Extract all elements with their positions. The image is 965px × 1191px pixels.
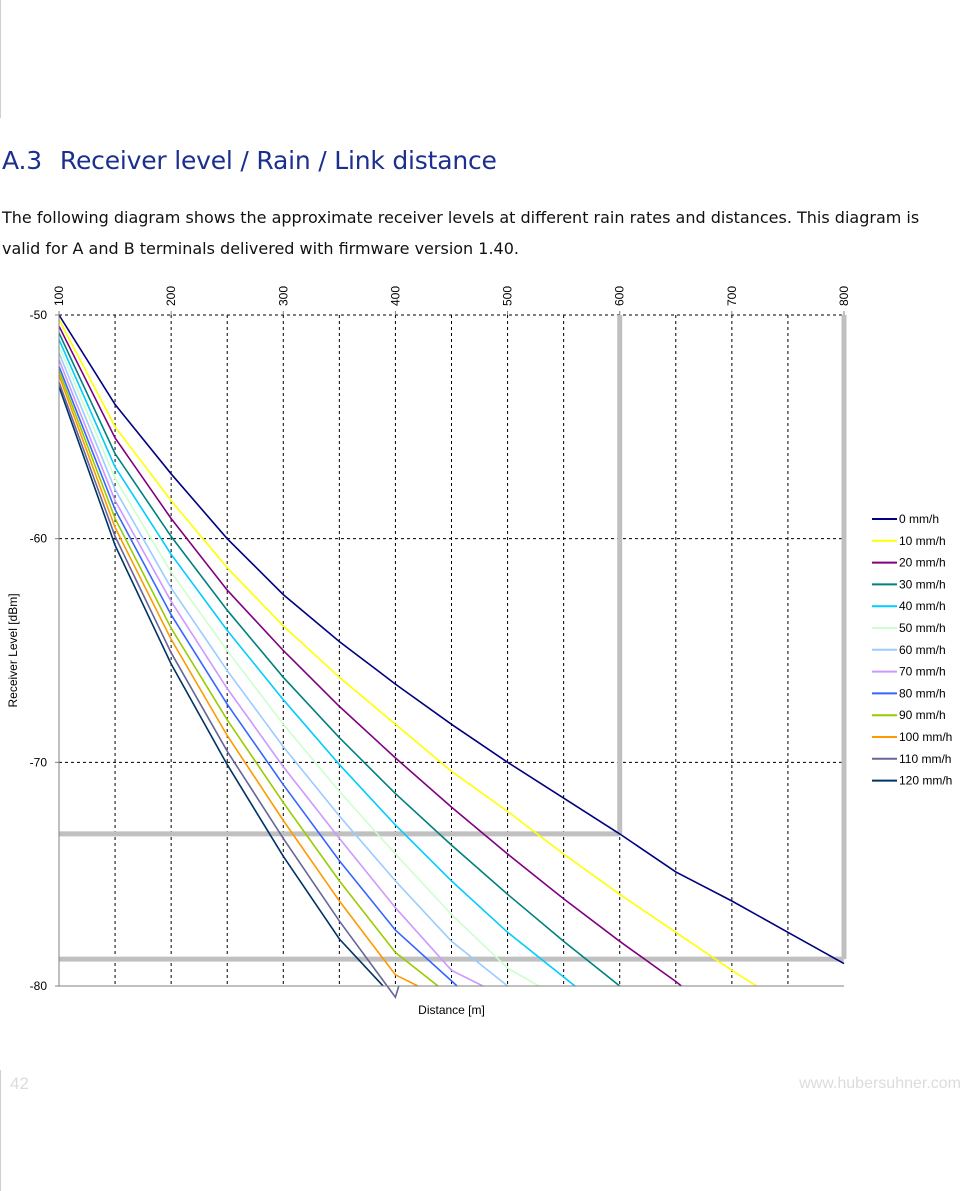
legend-label-4: 30 mm/h: [899, 577, 946, 591]
series-line-2: [58, 319, 757, 987]
section-heading: A.3 Receiver level / Rain / Link distance: [2, 146, 497, 175]
chart-axes: 100 200 300 400 500 600 700 800 -50 -60 -70 -80 Dist…: [6, 286, 851, 1017]
legend-label-5: 40 mm/h: [899, 599, 946, 613]
series-line-8: [58, 359, 484, 987]
section-title: Receiver level / Rain / Link distance: [59, 146, 497, 175]
x-tick-label: 500: [501, 286, 515, 306]
series-line-9: [58, 366, 458, 987]
y-tick-label: -60: [30, 532, 48, 546]
legend-label-13: 120 mm/h: [899, 774, 952, 788]
legend-label-12: 110 mm/h: [899, 752, 951, 766]
x-axis-title: Distance [m]: [418, 1003, 485, 1017]
chart-series-lines: [58, 314, 845, 999]
legend-label-6: 50 mm/h: [899, 621, 946, 635]
x-tick-label: 200: [164, 286, 178, 306]
legend-label-8: 70 mm/h: [899, 665, 946, 679]
y-tick-label: -80: [30, 979, 48, 993]
series-line-4: [58, 332, 621, 987]
page-margin-line-top: [0, 0, 1, 118]
legend-label-10: 90 mm/h: [899, 708, 946, 722]
x-tick-label: 300: [276, 286, 290, 306]
page-margin-line-bottom: [0, 1070, 1, 1191]
receiver-level-chart: 100 200 300 400 500 600 700 800 -50 -60 -70 -80 Dist…: [6, 286, 952, 1017]
series-line-13: [58, 386, 384, 987]
legend-label-7: 60 mm/h: [899, 643, 946, 657]
x-tick-label: 600: [613, 286, 627, 306]
page-number: 42: [10, 1074, 29, 1093]
series-line-3: [58, 325, 682, 987]
x-tick-label: 400: [388, 286, 402, 306]
series-line-12: [58, 381, 400, 999]
y-tick-label: -50: [30, 308, 48, 322]
chart-gridlines: [59, 314, 844, 986]
series-line-6: [58, 345, 540, 987]
chart-legend: 0 mm/h 10 mm/h 20 mm/h 30 mm/h 40 mm/h 50 mm/…: [872, 512, 952, 788]
chart-reference-lines: [59, 315, 847, 962]
series-line-7: [58, 352, 509, 987]
legend-label-9: 80 mm/h: [899, 686, 946, 700]
y-tick-label: -70: [30, 755, 48, 769]
series-line-11: [58, 375, 419, 987]
section-intro-text: The following diagram shows the approxim…: [2, 208, 920, 258]
series-line-1: [58, 314, 845, 965]
section-number: A.3: [2, 146, 42, 175]
legend-label-1: 0 mm/h: [899, 512, 939, 526]
legend-label-3: 20 mm/h: [899, 556, 946, 570]
series-line-10: [58, 370, 439, 987]
x-tick-label: 700: [725, 286, 739, 306]
x-tick-label: 100: [52, 286, 66, 306]
series-line-5: [58, 339, 576, 987]
legend-label-2: 10 mm/h: [899, 534, 946, 548]
x-tick-label: 800: [837, 286, 851, 306]
y-axis-title: Receiver Level [dBm]: [6, 593, 20, 707]
legend-label-11: 100 mm/h: [899, 730, 952, 744]
footer-website-url[interactable]: www.hubersuhner.com: [799, 1075, 961, 1092]
